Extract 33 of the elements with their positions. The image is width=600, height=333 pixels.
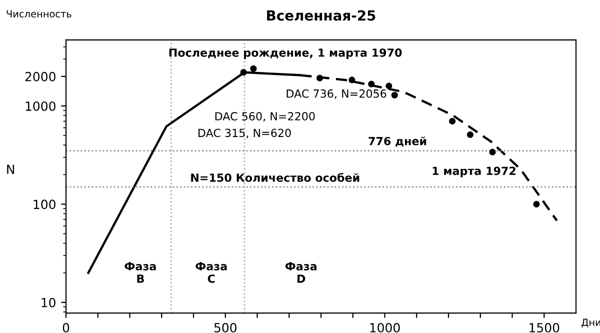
point (391, 92, 398, 98)
x-tick-label: 1500 (530, 322, 560, 332)
point (489, 148, 496, 156)
y-tick-label: 1000 (26, 101, 56, 111)
annotation: Фаза C (196, 262, 227, 283)
annotation: DAC 315, N=620 (198, 128, 291, 138)
x-axis-title: Дни (582, 318, 600, 328)
point (533, 200, 540, 208)
point (250, 65, 257, 72)
y-tick-label: 100 (34, 200, 56, 210)
point (316, 74, 324, 82)
point (240, 69, 247, 76)
annotation: N=150 Количество особей (191, 172, 360, 182)
text: Численность (6, 10, 72, 18)
annotation: 1 марта 1972 (432, 166, 516, 178)
x-tick-label: 1000 (370, 322, 400, 332)
point (348, 76, 356, 84)
y-tick-label: 2000 (25, 72, 56, 82)
point (386, 82, 392, 90)
annotation: 776 дней (368, 136, 426, 147)
chart-title: Вселенная-25 (267, 10, 376, 21)
x-tick-label: 0 (62, 322, 70, 332)
annotation: DAC 736, N=2056 (286, 89, 386, 99)
point (466, 131, 474, 138)
annotation: DAC 560, N=2200 (215, 112, 315, 122)
y-tick-label: 10 (42, 298, 56, 308)
annotation: Фаза B (124, 262, 156, 283)
point (449, 118, 456, 124)
annotation: Последнее рождение, 1 марта 1970 (169, 48, 402, 59)
x-tick-label: 500 (214, 322, 236, 332)
y-axis-title: N (7, 164, 14, 174)
annotation: Фаза D (285, 262, 316, 283)
point (368, 80, 375, 88)
